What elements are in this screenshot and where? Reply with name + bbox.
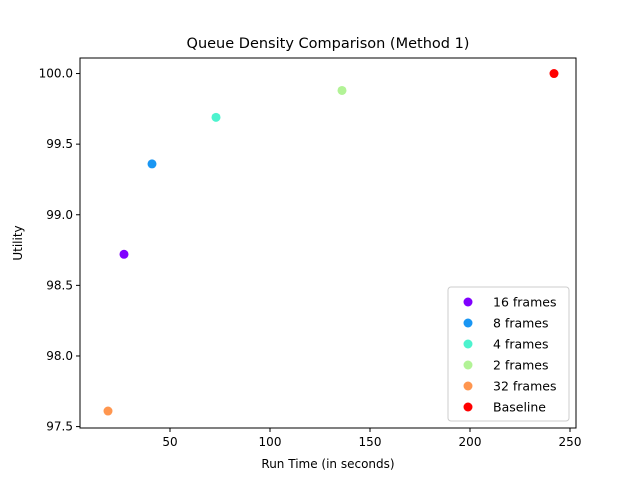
data-point-2-frames [337,85,347,95]
x-axis-ticks: 50 100 150 200 250 [162,428,581,449]
x-tick-label: 100 [259,435,282,449]
y-tick-label: 99.0 [46,208,73,222]
legend-marker [463,402,473,412]
axes-frame [79,57,577,429]
legend-items: 16 frames 8 frames 4 frames 2 frames 32 fram… [463,295,556,415]
legend-label: 2 frames [493,358,549,373]
y-tick-label: 100.0 [39,67,73,81]
legend-box [447,286,570,422]
data-points [103,69,559,416]
legend-label: Baseline [493,400,546,415]
y-tick-label: 98.5 [46,278,73,292]
data-point-baseline [549,69,559,79]
x-tick-label: 150 [359,435,382,449]
y-tick-label: 99.5 [46,137,73,151]
legend-marker [463,360,473,370]
x-tick-label: 250 [559,435,582,449]
legend-marker [463,297,473,307]
x-tick-label: 50 [162,435,177,449]
y-tick-label: 97.5 [46,420,73,434]
legend: 16 frames 8 frames 4 frames 2 frames 32 fram… [447,286,570,422]
y-axis-label: Utility [11,225,25,260]
chart-title: Queue Density Comparison (Method 1) [187,36,470,52]
legend-marker [463,339,473,349]
data-point-8-frames [147,159,157,169]
legend-label: 8 frames [493,316,549,331]
data-point-4-frames [211,112,221,122]
plot-area: 50 100 150 200 250 97.5 98.0 98.5 99.0 99.5 100.0 [39,57,581,449]
legend-label: 32 frames [493,379,556,394]
x-axis-label: Run Time (in seconds) [261,457,394,471]
x-tick-label: 200 [459,435,482,449]
y-axis-ticks: 97.5 98.0 98.5 99.0 99.5 100.0 [39,67,80,434]
legend-marker [463,318,473,328]
legend-label: 4 frames [493,337,549,352]
y-tick-label: 98.0 [46,349,73,363]
data-point-32-frames [103,406,113,416]
legend-label: 16 frames [493,295,556,310]
data-point-16-frames [119,249,129,259]
legend-marker [463,381,473,391]
